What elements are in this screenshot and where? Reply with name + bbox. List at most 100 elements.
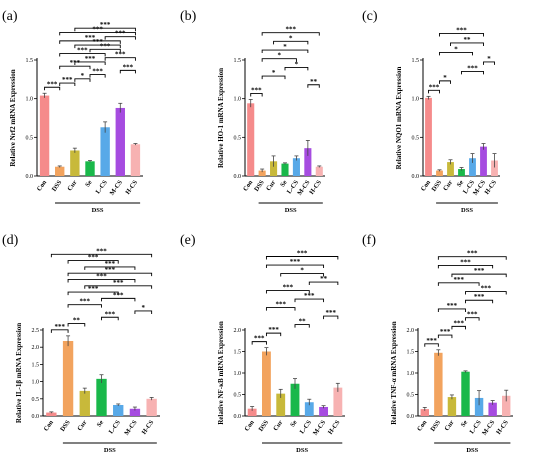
bar-l-cs: [474, 397, 484, 416]
significance-label: **: [464, 36, 472, 44]
significance-label: **: [310, 78, 318, 86]
y-tick-label: 0.0: [412, 174, 420, 180]
y-tick-label: 0.5: [412, 135, 420, 141]
y-tick-label: 1.5: [412, 58, 420, 64]
x-tick-label: Se: [460, 419, 470, 428]
significance-bracket: [265, 307, 296, 311]
significance-bracket: [265, 290, 310, 294]
y-tick-label: 1.5: [407, 350, 415, 356]
significance-bracket: [428, 89, 440, 94]
significance-bracket: [461, 70, 484, 75]
significance-label: ***: [453, 319, 464, 327]
y-tick-label: 0.0: [32, 414, 40, 420]
significance-label: ***: [47, 80, 58, 88]
group-label: DSS: [296, 447, 308, 454]
x-tick-label: Con: [243, 419, 256, 433]
significance-label: ***: [440, 328, 451, 336]
y-tick-label: 2.0: [32, 345, 40, 351]
x-tick-label: DSS: [51, 179, 64, 193]
significance-label: ***: [92, 68, 103, 76]
significance-label: ***: [254, 335, 265, 343]
significance-bracket: [74, 78, 91, 82]
y-tick-label: 2.0: [234, 328, 242, 334]
x-tick-label: Con: [416, 419, 429, 433]
significance-bracket: [439, 51, 473, 56]
significance-bracket: [273, 40, 309, 45]
x-tick-label: DSS: [431, 179, 444, 193]
significance-bracket: [89, 74, 106, 78]
bar-h-cs: [130, 144, 141, 176]
significance-label: ***: [105, 260, 116, 268]
significance-bracket: [74, 61, 106, 65]
y-tick-label: 1.5: [234, 350, 242, 356]
x-tick-label: Cur: [442, 179, 454, 192]
x-tick-label: Con: [242, 179, 255, 193]
x-tick-label: H-CS: [141, 419, 156, 436]
significance-bracket: [439, 33, 484, 37]
significance-label: ***: [447, 302, 458, 310]
significance-bracket: [437, 264, 494, 269]
significance-bracket: [84, 285, 153, 289]
y-tick-label: 0.5: [407, 393, 415, 399]
significance-label: ***: [481, 285, 492, 293]
significance-label: ***: [100, 21, 111, 29]
bar-dss: [62, 341, 74, 416]
bar-h-cs: [502, 395, 511, 416]
x-tick-label: M-CS: [312, 419, 327, 437]
x-tick-label: M-CS: [481, 419, 496, 437]
bar-con: [420, 409, 429, 416]
y-tick-label: 1.0: [26, 97, 34, 103]
y-tick-label: 1.0: [412, 97, 420, 103]
y-tick-label: 1.5: [234, 58, 242, 64]
significance-label: ***: [54, 323, 65, 331]
panel-label: (f): [362, 233, 376, 248]
y-tick-label: 0.0: [407, 414, 415, 420]
significance-bracket: [89, 48, 121, 53]
significance-label: ***: [325, 309, 336, 317]
y-tick-label: 0.0: [26, 174, 34, 180]
x-tick-label: M-CS: [296, 179, 311, 197]
significance-label: ***: [283, 284, 294, 292]
bar-dss: [434, 352, 443, 416]
panel-label: (b): [180, 9, 197, 24]
significance-label: *: [272, 69, 276, 77]
bar-m-cs: [488, 402, 497, 416]
bar-se: [458, 169, 465, 176]
significance-label: ***: [456, 26, 467, 34]
significance-bracket: [44, 86, 61, 91]
bar-se: [85, 161, 95, 176]
significance-bracket: [307, 84, 320, 88]
panel-d: (d) 0.0 0.5 1.0 1.5 2.0 2.5 Relative IL-1β mRNA…: [2, 233, 160, 454]
x-tick-label: Cur: [76, 419, 88, 432]
bar-l-cs: [469, 158, 476, 176]
significance-label: ***: [297, 250, 308, 258]
bar-dss: [55, 166, 65, 176]
significance-label: ***: [115, 30, 126, 38]
y-tick-label: 1.0: [32, 380, 40, 386]
x-tick-label: H-CS: [124, 179, 139, 196]
significance-bracket: [265, 332, 282, 337]
significance-label: ***: [123, 63, 134, 71]
panel-a: (a) 0.0 0.5 1.0 1.5 Relative Nrf2 mRNA Expres…: [2, 9, 143, 214]
significance-bracket: [59, 31, 136, 36]
y-axis-label: Relative Nrf2 mRNA Expression: [9, 69, 17, 166]
y-tick-label: 1.0: [407, 371, 415, 377]
significance-bracket: [59, 82, 76, 87]
y-tick-label: 2.0: [407, 328, 415, 334]
significance-label: *: [295, 60, 299, 68]
significance-label: ***: [113, 291, 124, 299]
significance-label: ***: [88, 285, 99, 293]
significance-bracket: [119, 69, 136, 74]
bar-cur: [79, 390, 90, 416]
bar-h-cs: [315, 166, 323, 176]
significance-label: ***: [113, 279, 124, 287]
x-tick-label: DSS: [257, 419, 270, 433]
significance-label: ***: [460, 258, 471, 266]
significance-bracket: [59, 65, 91, 70]
significance-bracket: [101, 297, 136, 302]
x-tick-label: Cur: [66, 179, 78, 192]
bar-m-cs: [129, 408, 141, 416]
x-tick-label: Con: [36, 179, 49, 193]
significance-label: ***: [285, 26, 296, 34]
